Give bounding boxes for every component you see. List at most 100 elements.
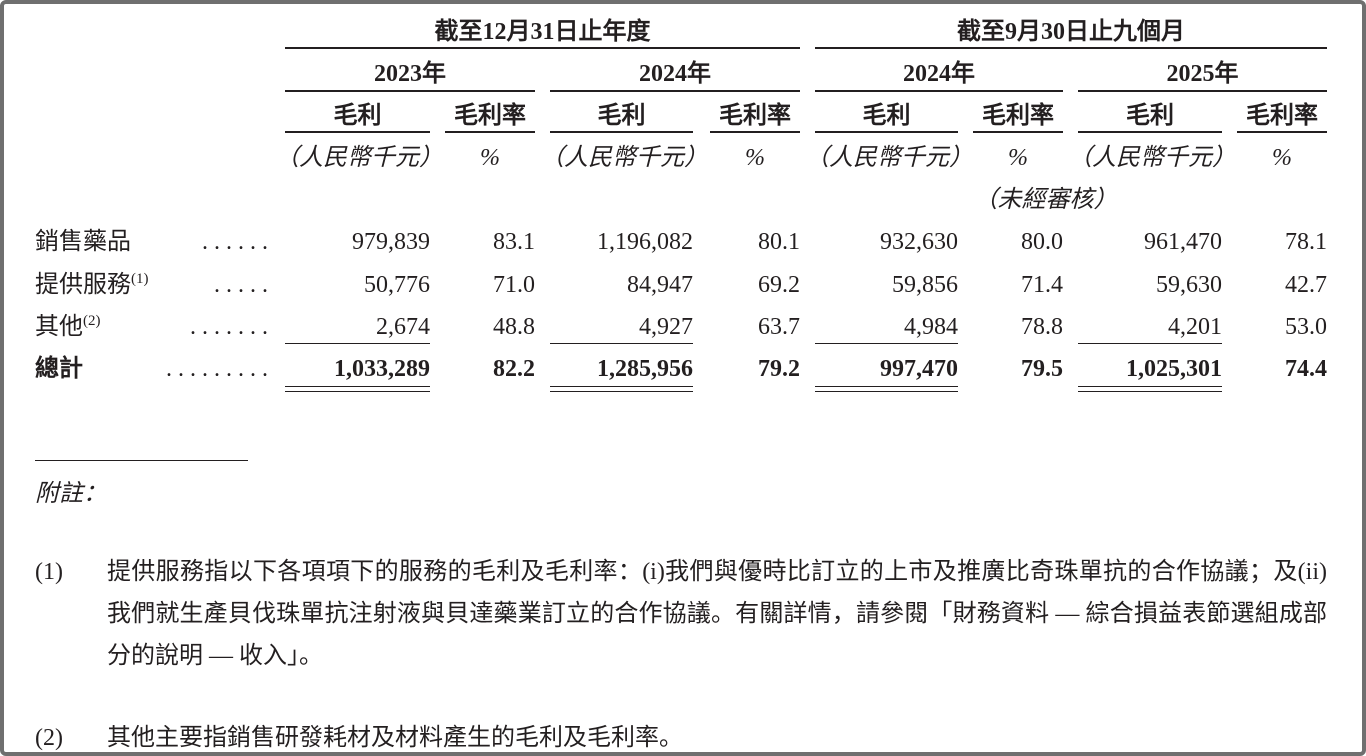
unit: （人民幣千元） — [805, 145, 973, 171]
cell: 59,630 — [1156, 272, 1222, 298]
rule — [815, 386, 958, 387]
cell: 1,196,082 — [597, 229, 693, 255]
rule — [815, 343, 958, 344]
row-label-text: 銷售藥品 — [35, 229, 131, 255]
leader-dots: . . . . . . — [202, 229, 268, 255]
cell: 961,470 — [1144, 229, 1222, 255]
column-header: 毛利率 — [1246, 103, 1318, 129]
row-label-text: 其他 — [35, 314, 83, 340]
cell: 71.0 — [493, 272, 535, 298]
footnote-ref: (2) — [83, 313, 101, 329]
rule — [550, 90, 800, 92]
cell: 69.2 — [758, 272, 800, 298]
unit: % — [1272, 145, 1292, 171]
row-label: 其他(2) — [35, 312, 101, 342]
group-header: 截至12月31日止年度 — [434, 19, 651, 45]
cell: 74.4 — [1285, 356, 1327, 382]
unaudited-note: （未經審核） — [973, 187, 1118, 213]
rule — [35, 460, 248, 461]
rule — [285, 47, 800, 49]
rule — [285, 343, 430, 344]
cell: 84,947 — [627, 272, 693, 298]
row-label-text: 提供服務 — [35, 272, 131, 298]
notes-title: 附註： — [35, 481, 107, 507]
year-header: 2023年 — [374, 61, 446, 87]
rule — [285, 391, 430, 392]
rule — [710, 131, 800, 133]
rule — [1078, 131, 1222, 133]
group-header: 截至9月30日止九個月 — [957, 19, 1185, 45]
rule — [815, 90, 1063, 92]
cell: 4,201 — [1168, 314, 1222, 340]
rule — [1237, 131, 1327, 133]
rule — [815, 391, 958, 392]
footnote-ref: (1) — [131, 271, 149, 287]
rule — [1078, 343, 1222, 344]
cell: 2,674 — [376, 314, 430, 340]
cell: 1,033,289 — [334, 356, 430, 382]
year-header: 2024年 — [903, 61, 975, 87]
column-header: 毛利率 — [454, 103, 526, 129]
cell: 78.1 — [1285, 229, 1327, 255]
unit: （人民幣千元） — [1068, 145, 1236, 171]
column-header: 毛利率 — [982, 103, 1054, 129]
cell: 50,776 — [364, 272, 430, 298]
cell: 4,984 — [904, 314, 958, 340]
leader-dots: . . . . . . . . . — [166, 356, 268, 382]
cell: 80.1 — [758, 229, 800, 255]
rule — [1078, 90, 1327, 92]
rule — [550, 391, 693, 392]
year-header: 2024年 — [639, 61, 711, 87]
cell: 53.0 — [1285, 314, 1327, 340]
note-marker: (2) — [35, 725, 63, 751]
note-text: 提供服務指以下各項項下的服務的毛利及毛利率：(i)我們與優時比訂立的上市及推廣比… — [107, 559, 1327, 669]
row-label: 提供服務(1) — [35, 270, 149, 300]
unit: % — [1008, 145, 1028, 171]
rule — [815, 131, 958, 133]
cell: 1,285,956 — [597, 356, 693, 382]
cell: 82.2 — [493, 356, 535, 382]
rule — [1078, 391, 1222, 392]
rule — [285, 90, 535, 92]
row-label: 總計 — [35, 354, 83, 384]
cell: 932,630 — [880, 229, 958, 255]
cell: 42.7 — [1285, 272, 1327, 298]
column-header: 毛利 — [333, 103, 382, 129]
rule — [973, 131, 1063, 133]
unit: （人民幣千元） — [275, 145, 443, 171]
cell: 79.2 — [758, 356, 800, 382]
cell: 80.0 — [1021, 229, 1063, 255]
leader-dots: . . . . . — [214, 272, 268, 298]
unit: % — [745, 145, 765, 171]
column-header: 毛利 — [597, 103, 646, 129]
rule — [445, 131, 535, 133]
unit: （人民幣千元） — [540, 145, 708, 171]
rule — [1078, 386, 1222, 387]
rule — [285, 131, 430, 133]
rule — [550, 386, 693, 387]
note-marker: (1) — [35, 559, 63, 585]
unit: % — [480, 145, 500, 171]
cell: 1,025,301 — [1126, 356, 1222, 382]
cell: 71.4 — [1021, 272, 1063, 298]
rule — [550, 343, 693, 344]
rule — [550, 131, 693, 133]
cell: 83.1 — [493, 229, 535, 255]
cell: 4,927 — [639, 314, 693, 340]
column-header: 毛利 — [1126, 103, 1174, 129]
year-header: 2025年 — [1166, 61, 1239, 87]
cell: 979,839 — [352, 229, 430, 255]
row-label: 銷售藥品 — [35, 227, 131, 257]
note-text: 其他主要指銷售研發耗材及材料產生的毛利及毛利率。 — [107, 725, 683, 751]
rule — [285, 386, 430, 387]
cell: 997,470 — [880, 356, 958, 382]
cell: 48.8 — [493, 314, 535, 340]
cell: 78.8 — [1021, 314, 1063, 340]
rule — [815, 47, 1327, 49]
row-label-text: 總計 — [35, 356, 83, 382]
cell: 59,856 — [892, 272, 958, 298]
column-header: 毛利率 — [719, 103, 791, 129]
column-header: 毛利 — [862, 103, 911, 129]
leader-dots: . . . . . . . — [190, 314, 268, 340]
